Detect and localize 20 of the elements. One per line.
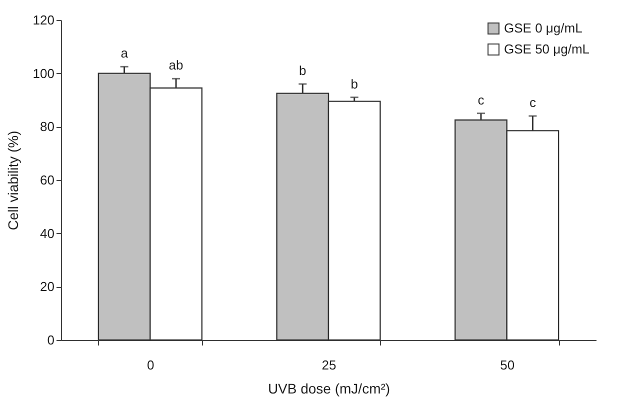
legend-label: GSE 50 μg/mL: [504, 42, 590, 56]
y-tick-label: 60: [40, 172, 54, 188]
y-axis-title: Cell viability (%): [4, 130, 21, 230]
x-axis-title: UVB dose (mJ/cm²): [268, 380, 390, 396]
y-tick-label: 20: [40, 279, 54, 294]
x-tick-label: 0: [147, 358, 154, 372]
legend-label: GSE 0 μg/mL: [504, 20, 582, 36]
y-tick-label: 40: [40, 226, 54, 241]
x-tick-label: 25: [322, 358, 336, 372]
annotation: b: [350, 76, 358, 92]
x-tick-label: 50: [500, 358, 515, 372]
annotation: b: [299, 63, 306, 78]
annotation: a: [120, 46, 129, 61]
y-tick-label: 80: [40, 119, 54, 134]
y-tick-label: 120: [32, 12, 54, 28]
y-tick-label: 100: [32, 66, 54, 81]
annotation: ab: [168, 58, 184, 73]
annotation: c: [529, 95, 536, 110]
annotation: c: [478, 92, 485, 108]
y-tick-label: 0: [47, 332, 54, 348]
